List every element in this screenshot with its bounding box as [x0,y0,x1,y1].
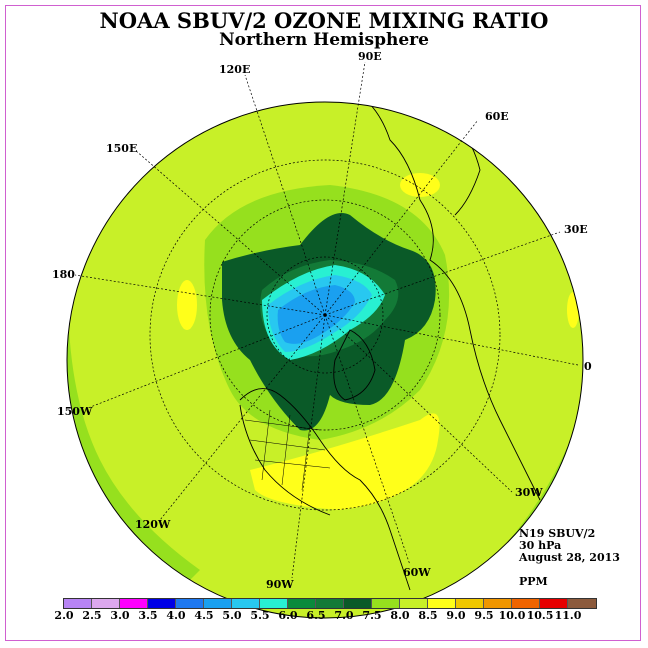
colorbar-tick-label: 5.0 [222,609,242,622]
colorbar-cell [316,599,344,608]
colorbar-tick-label: 7.0 [334,609,354,622]
colorbar-tick-label: 9.5 [474,609,494,622]
units-label: PPM [519,575,548,588]
colorbar-cell [176,599,204,608]
figure-border [5,5,641,641]
contour-8-5-europe [567,292,579,328]
colorbar-tick-label: 4.0 [166,609,186,622]
meridian-30w [324,314,513,493]
state-boundaries [244,409,331,491]
lon-label-30w: 30W [515,486,543,499]
coastline-eurasia [289,102,541,501]
coastline-kamchatka [199,102,271,111]
colorbar-tick-label: 2.5 [82,609,102,622]
colorbar-cell [484,599,512,608]
colorbar-cell [344,599,372,608]
colorbar-cell [120,599,148,608]
colorbar-cell [400,599,428,608]
coastline-north-america [239,388,411,591]
colorbar-cell [568,599,596,608]
meridian-150e [134,149,326,316]
map-title: NOAA SBUV/2 OZONE MIXING RATIO [99,8,549,33]
coastline-gulf [239,404,331,516]
latitude-circle-60 [209,199,441,431]
latitude-circle-40 [149,159,501,511]
colorbar-cell [428,599,456,608]
ozone-field [67,102,583,618]
lon-label-30e: 30E [564,223,588,236]
lon-label-90e: 90E [358,50,382,63]
contour-8-5-pacific [177,280,197,330]
meridian-0 [324,314,579,366]
colorbar-tick-label: 2.0 [54,609,74,622]
colorbar-cell [456,599,484,608]
colorbar-tick-label: 11.0 [554,609,582,622]
lon-label-0: 0 [584,360,592,373]
colorbar-cell [288,599,316,608]
contour-4-5-core [277,285,355,344]
colorbar [63,598,597,609]
meridian-60w [324,314,411,566]
colorbar-tick-label: 9.0 [446,609,466,622]
pressure-level-label: 30 hPa [519,539,562,552]
colorbar-cell [204,599,232,608]
contour-8-5-atlantic [250,413,440,510]
colorbar-cell [540,599,568,608]
colorbar-tick-label: 3.0 [110,609,130,622]
map-boundary-circle [66,101,584,619]
colorbar-cell [232,599,260,608]
colorbar-tick-label: 6.5 [306,609,326,622]
colorbar-tick-label: 4.5 [194,609,214,622]
latitude-circle-80 [266,256,384,374]
meridian-90w [291,314,326,579]
colorbar-tick-label: 3.5 [138,609,158,622]
lon-label-90w: 90W [266,578,294,591]
meridian-60e [324,119,479,316]
coastline-greenland [333,329,376,401]
colorbar-cell [260,599,288,608]
lon-label-60w: 60W [403,566,431,579]
colorbar-tick-label: 7.5 [362,609,382,622]
colorbar-tick-label: 6.0 [278,609,298,622]
colorbar-cell [372,599,400,608]
contour-8-5-siberia [400,173,440,197]
colorbar-cell [92,599,120,608]
colorbar-cell [512,599,540,608]
lon-label-120w: 120W [135,518,171,531]
political-boundaries [244,409,331,491]
meridian-150w [87,314,326,409]
lon-label-60e: 60E [485,110,509,123]
colorbar-tick-label: 5.5 [250,609,270,622]
colorbar-cell [148,599,176,608]
colorbar-tick-label: 10.5 [526,609,554,622]
lon-label-150w: 150W [57,405,93,418]
instrument-label: N19 SBUV/2 [519,527,596,540]
lon-label-150e: 150E [106,142,138,155]
colorbar-cell [64,599,92,608]
graticule [74,61,579,579]
lon-label-120e: 120E [219,63,251,76]
colorbar-tick-label: 10.0 [498,609,526,622]
colorbar-tick-label: 8.0 [390,609,410,622]
colorbar-tick-label: 8.5 [418,609,438,622]
map-subtitle: Northern Hemisphere [219,30,429,50]
meridian-30e [324,231,561,316]
date-label: August 28, 2013 [519,551,620,564]
lon-label-180: 180 [52,268,75,281]
